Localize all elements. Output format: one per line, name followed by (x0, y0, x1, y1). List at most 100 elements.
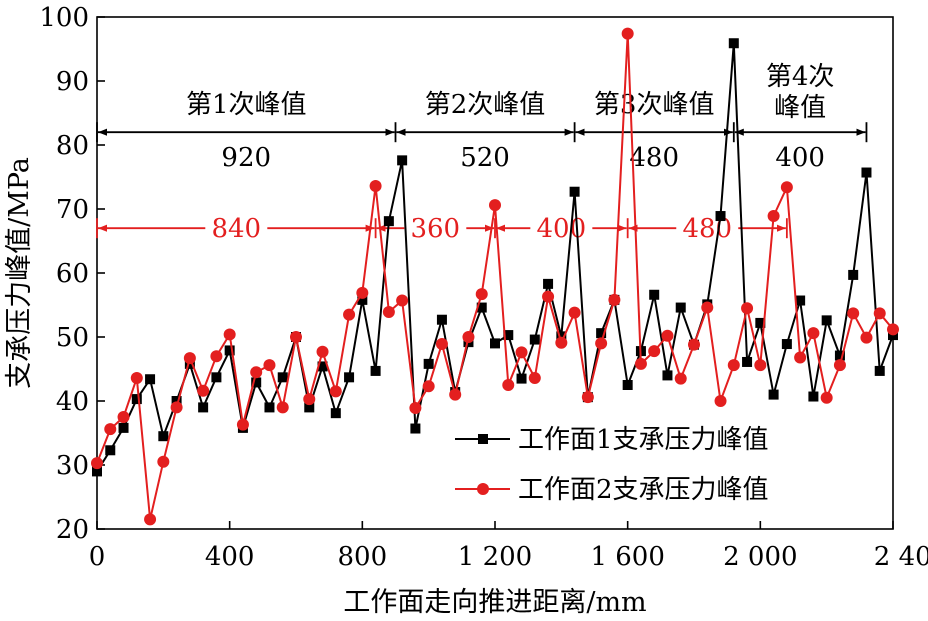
data-point (369, 179, 382, 192)
data-point (130, 371, 143, 384)
data-point (382, 306, 395, 319)
data-point (117, 411, 130, 423)
data-point (542, 290, 555, 303)
data-point (277, 372, 288, 383)
data-point (808, 391, 819, 402)
data-point (183, 352, 196, 365)
data-point (754, 359, 767, 372)
data-point (144, 513, 157, 526)
data-point (767, 210, 780, 223)
data-point (608, 293, 621, 306)
data-point (794, 351, 807, 364)
data-point (661, 329, 674, 342)
data-point (780, 181, 793, 194)
legend-item-face1: 工作面1支承压力峰值 (455, 425, 769, 455)
y-tick-label: 100 (39, 3, 89, 33)
data-point (742, 356, 753, 367)
y-tick-label: 40 (56, 387, 89, 417)
x-tick-label: 2 000 (723, 542, 797, 572)
data-point (795, 295, 806, 306)
data-point (316, 345, 329, 358)
data-point (555, 336, 568, 349)
data-point (304, 402, 315, 413)
data-point (820, 391, 833, 404)
data-point (741, 302, 754, 315)
x-axis: 0 400 800 1 200 1 600 2 000 2 400 (89, 521, 928, 572)
y-tick-label: 80 (56, 131, 89, 161)
data-point (621, 27, 634, 40)
data-point (568, 306, 581, 319)
data-point (104, 423, 117, 436)
data-point (847, 307, 860, 320)
x-tick-label: 0 (89, 542, 106, 572)
data-point (569, 186, 580, 197)
data-point (727, 359, 740, 372)
data-point (860, 331, 873, 344)
data-point (145, 374, 156, 385)
data-point (596, 328, 607, 339)
data-point (198, 402, 209, 413)
data-point (861, 167, 872, 178)
legend-label-face1: 工作面1支承压力峰值 (518, 425, 769, 455)
data-point (529, 334, 540, 345)
y-tick-label: 50 (56, 323, 89, 353)
data-point (755, 317, 766, 328)
data-point (223, 328, 236, 341)
data-point (768, 389, 779, 400)
data-point (435, 338, 448, 351)
x-axis-title: 工作面走向推进距离/mm (343, 587, 646, 618)
data-point (714, 395, 727, 407)
data-point (251, 377, 262, 388)
data-point (290, 331, 302, 343)
data-point (515, 346, 528, 359)
data-point (423, 358, 434, 369)
data-point (263, 359, 276, 372)
data-point (264, 402, 275, 413)
data-point (118, 422, 129, 433)
data-point (848, 269, 859, 280)
data-point (131, 394, 142, 405)
data-point (833, 359, 846, 372)
data-point (343, 308, 356, 321)
data-point (449, 388, 462, 401)
data-point (344, 372, 355, 383)
interval-value-face2: 840 (211, 214, 261, 244)
data-point (475, 288, 488, 301)
data-point (701, 301, 714, 314)
data-point (528, 371, 541, 384)
interval-title-face1: 第1次峰值 (186, 90, 307, 120)
data-point (462, 331, 475, 343)
legend: 工作面1支承压力峰值 工作面2支承压力峰值 (455, 425, 769, 505)
data-point (436, 314, 447, 325)
data-point (250, 366, 263, 379)
x-tick-label: 1 600 (590, 542, 664, 572)
y-tick-label: 60 (56, 259, 89, 289)
data-point (715, 211, 726, 222)
data-point (276, 401, 289, 414)
legend-label-face2: 工作面2支承压力峰值 (518, 475, 769, 505)
interval-value-face1: 920 (221, 143, 271, 173)
data-point (490, 338, 500, 349)
data-point (236, 418, 249, 431)
data-point (781, 339, 792, 350)
data-point (92, 466, 102, 477)
data-point (634, 357, 647, 370)
data-point (171, 396, 182, 406)
data-point (688, 338, 700, 351)
data-point (211, 372, 222, 383)
data-point (502, 379, 515, 391)
data-point (210, 350, 223, 363)
data-point (489, 199, 501, 212)
peak-interval-annotations-face2: 840 360 400 480 (96, 214, 788, 244)
data-point (410, 423, 421, 434)
y-axis: 20 30 40 50 60 70 80 90 100 (39, 3, 105, 545)
data-point (503, 330, 514, 341)
interval-title-face1: 第4次 (766, 62, 835, 92)
y-axis-title: 支承压力峰值/MPa (4, 157, 35, 389)
x-tick-label: 800 (338, 542, 388, 572)
data-point (648, 345, 661, 358)
y-tick-label: 70 (56, 195, 89, 225)
data-point (556, 331, 567, 342)
data-point (422, 380, 435, 393)
